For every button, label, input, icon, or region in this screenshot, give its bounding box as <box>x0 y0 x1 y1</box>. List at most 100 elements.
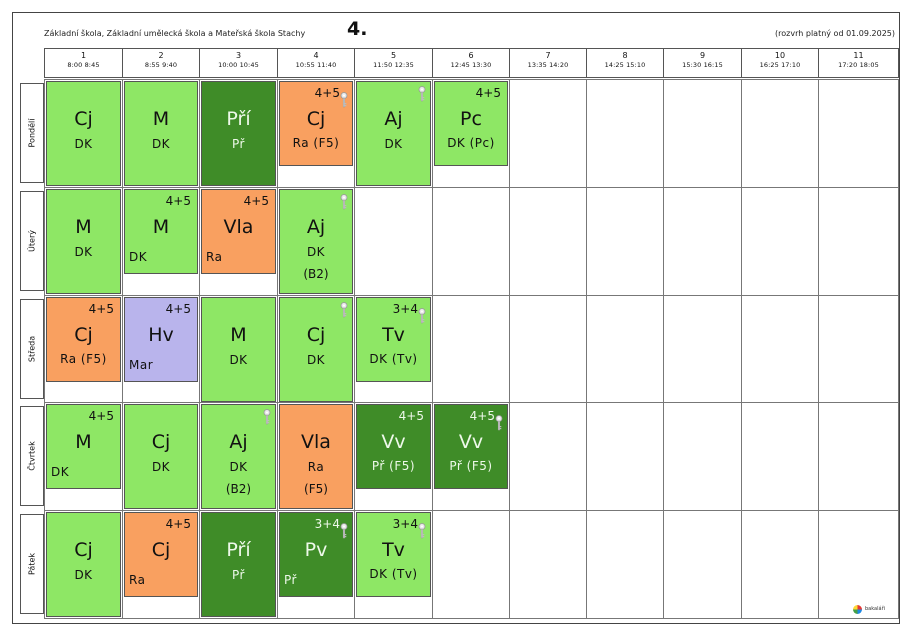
lesson-card[interactable]: Vla Ra (F5) <box>279 404 353 509</box>
lesson-card[interactable]: Aj DK (B2) <box>201 404 276 509</box>
lesson-subject: M <box>230 324 247 346</box>
lesson-card[interactable]: Cj DK <box>46 512 121 617</box>
lesson-subject: Cj <box>306 108 326 130</box>
period-number: 9 <box>699 51 706 60</box>
lesson-card[interactable]: Pv Př 3+4 <box>279 512 353 597</box>
lesson-card[interactable]: M DK <box>124 81 198 186</box>
lesson-card[interactable]: Tv DK (Tv) 3+4 <box>356 512 431 597</box>
period-header: 9 15:30 16:15 <box>663 48 742 78</box>
lesson-subject: Cj <box>74 539 93 561</box>
timetable-cell <box>663 79 742 188</box>
lesson-card[interactable]: Cj DK <box>124 404 198 509</box>
lesson-card[interactable]: Aj DK (B2) <box>279 189 353 294</box>
timetable-cell <box>509 402 587 511</box>
lesson-subject: Vv <box>458 431 484 453</box>
lesson-subject: Vla <box>301 431 331 453</box>
lesson-subject: Aj <box>384 108 403 130</box>
lesson-card[interactable]: Vv Př (F5) 4+5 <box>434 404 508 489</box>
timetable-cell <box>741 79 819 188</box>
timetable-cell <box>432 510 510 619</box>
lesson-teacher: DK <box>306 353 326 367</box>
lesson-card[interactable]: Cj Ra (F5) 4+5 <box>46 297 121 382</box>
period-time: 8:00 8:45 <box>67 61 100 69</box>
lesson-card[interactable]: Pří Př <box>201 81 276 186</box>
lesson-room: (B2) <box>303 267 329 281</box>
lesson-subject: Tv <box>382 324 405 346</box>
lesson-group: 3+4 <box>392 517 418 531</box>
lesson-group: 3+4 <box>392 302 418 316</box>
period-number: 1 <box>80 51 87 60</box>
lesson-card[interactable]: Pří Př <box>201 512 276 617</box>
lesson-subject: Cj <box>151 431 171 453</box>
timetable-cell <box>509 510 587 619</box>
lesson-subject: Vla <box>223 216 254 238</box>
timetable-cell <box>741 510 819 619</box>
lesson-teacher: DK (Tv) <box>369 567 418 581</box>
period-number: 3 <box>235 51 242 60</box>
period-time: 12:45 13:30 <box>450 61 492 69</box>
period-time: 8:55 9:40 <box>144 61 178 69</box>
lesson-card[interactable]: M DK 4+5 <box>46 404 121 489</box>
lesson-teacher: DK <box>229 460 248 474</box>
lesson-card[interactable]: M DK <box>201 297 276 402</box>
lesson-card[interactable]: Cj Ra (F5) 4+5 <box>279 81 353 166</box>
timetable-cell <box>586 79 664 188</box>
lesson-group: 4+5 <box>398 409 424 423</box>
lesson-teacher: DK <box>74 137 93 151</box>
lesson-teacher: Ra (F5) <box>60 352 107 366</box>
day-header: Čtvrtek <box>20 406 44 506</box>
key-icon <box>495 415 503 431</box>
lesson-card[interactable]: Tv DK (Tv) 3+4 <box>356 297 431 382</box>
period-time: 15:30 16:15 <box>682 61 723 69</box>
period-time: 16:25 17:10 <box>759 61 801 69</box>
period-time: 17:20 18:05 <box>838 61 879 69</box>
timetable-cell <box>818 510 899 619</box>
lesson-teacher: DK <box>51 465 70 479</box>
lesson-room: (F5) <box>304 482 328 496</box>
key-icon <box>418 523 426 539</box>
lesson-card[interactable]: Vv Př (F5) 4+5 <box>356 404 431 489</box>
lesson-card[interactable]: Cj DK <box>46 81 121 186</box>
lesson-card[interactable]: Hv Mar 4+5 <box>124 297 198 382</box>
lesson-teacher: Př <box>232 568 245 582</box>
key-icon <box>340 194 348 210</box>
period-number: 11 <box>853 51 864 60</box>
lesson-card[interactable]: Vla Ra 4+5 <box>201 189 276 274</box>
lesson-group: 4+5 <box>88 302 114 316</box>
lesson-card[interactable]: Cj Ra 4+5 <box>124 512 198 597</box>
lesson-group: 4+5 <box>165 517 191 531</box>
day-label: Úterý <box>27 230 37 252</box>
timetable-cell <box>741 402 819 511</box>
lesson-group: 4+5 <box>243 194 269 208</box>
key-icon <box>340 523 348 539</box>
timetable-cell <box>818 79 899 188</box>
lesson-card[interactable]: Pc DK (Pc) 4+5 <box>434 81 508 166</box>
period-time: 13:35 14:20 <box>527 61 569 69</box>
lesson-card[interactable]: Cj DK <box>279 297 353 402</box>
lesson-subject: Pv <box>304 539 328 561</box>
lesson-teacher: DK <box>229 353 248 367</box>
lesson-teacher: Ra <box>206 250 223 264</box>
lesson-room: (B2) <box>225 482 252 496</box>
lesson-card[interactable]: Aj DK <box>356 81 431 186</box>
lesson-teacher: DK <box>74 245 93 259</box>
lesson-subject: M <box>152 108 170 130</box>
lesson-subject: Vv <box>381 431 406 453</box>
lesson-teacher: Př (F5) <box>371 459 416 473</box>
lesson-teacher: DK <box>384 137 403 151</box>
lesson-teacher: DK <box>306 245 326 259</box>
lesson-group: 4+5 <box>475 86 501 100</box>
period-number: 7 <box>545 51 551 60</box>
lesson-card[interactable]: M DK 4+5 <box>124 189 198 274</box>
lesson-teacher: DK <box>74 568 93 582</box>
lesson-subject: M <box>75 431 92 453</box>
timetable-cell <box>509 295 587 404</box>
lesson-teacher: DK (Tv) <box>369 352 418 366</box>
logo-icon <box>853 605 862 614</box>
lesson-teacher: Př (F5) <box>449 459 493 473</box>
period-header: 7 13:35 14:20 <box>509 48 587 78</box>
timetable-cell <box>663 402 742 511</box>
lesson-card[interactable]: M DK <box>46 189 121 294</box>
lesson-subject: Cj <box>151 539 171 561</box>
